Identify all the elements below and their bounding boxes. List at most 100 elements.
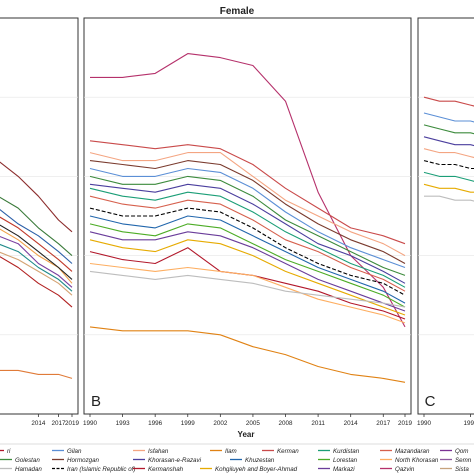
series-line <box>0 235 73 288</box>
legend-label: Kurdistan <box>333 448 360 455</box>
panel-frame <box>0 17 79 415</box>
legend-item: North Khorasan <box>380 457 439 464</box>
series-line <box>0 243 73 292</box>
legend-label: Hamadan <box>15 466 42 473</box>
series-group <box>0 161 73 379</box>
series-line-hamadan <box>89 270 406 308</box>
legend-label: Golestan <box>15 457 40 464</box>
legend-label: Qazvin <box>395 466 415 473</box>
legend-label: Sista <box>455 466 469 473</box>
series-line-kerman <box>89 140 406 245</box>
x-tick-label: 2019 <box>65 420 80 427</box>
series-line-qazvin <box>90 53 406 328</box>
series-line-mazandaran <box>89 195 406 292</box>
series-line <box>0 228 73 284</box>
x-tick-label: 1993 <box>116 420 131 427</box>
x-tick-label: 2014 <box>344 420 359 427</box>
series-line <box>0 256 73 308</box>
legend-item: Markazi <box>318 466 355 473</box>
legend: ri Gilan Isfahan Kurdistan Mazandaran Qom Gole… <box>0 443 474 473</box>
legend-item: Ilam <box>210 448 237 455</box>
series-line <box>0 216 73 272</box>
legend-item: Kerman <box>262 448 299 455</box>
series-line <box>423 124 474 135</box>
legend-item: Hormozgan <box>52 457 100 464</box>
panel-1: 2014 2017 2019 <box>0 17 80 427</box>
x-axis-label: Year <box>238 430 255 439</box>
legend-label: Kermanshah <box>148 466 184 473</box>
series-line <box>423 96 474 107</box>
legend-item: Gilan <box>52 448 82 455</box>
legend-label: Kohgiluyeh and Boyer-Ahmad <box>215 466 298 473</box>
series-line <box>0 369 73 379</box>
series-line <box>423 171 474 182</box>
legend-label: Hormozgan <box>67 457 100 464</box>
x-tick-label: 1996 <box>148 420 163 427</box>
legend-label: Markazi <box>333 466 355 473</box>
series-line-iran-islamic-republic-of- <box>89 207 406 296</box>
legend-label: Lorestan <box>333 457 358 464</box>
x-tick-label: 1990 <box>417 420 432 427</box>
series-line-hormozgan <box>89 160 406 264</box>
legend-label: ri <box>7 448 11 455</box>
series-line <box>0 224 73 280</box>
legend-label: Gilan <box>67 448 82 455</box>
legend-item: Hamadan <box>0 466 42 473</box>
x-tick-label: 1993 <box>463 420 474 427</box>
x-tick-label: 1999 <box>181 420 196 427</box>
legend-label: Ilam <box>225 448 237 455</box>
series-line <box>0 251 73 296</box>
x-tick-label: 2008 <box>279 420 294 427</box>
x-tick-label: 2017 <box>376 420 391 427</box>
legend-item: Iran (Islamic Republic of) <box>52 466 135 473</box>
legend-item: Sista <box>440 466 469 473</box>
legend-label: Kerman <box>277 448 299 455</box>
panels: 2014 2017 2019 1990 1993 1996 1999 2002 2005 2008… <box>0 17 474 427</box>
series-line <box>423 183 474 193</box>
panel-label: C <box>425 393 436 410</box>
series-line <box>423 136 474 147</box>
legend-item: Khorasan-e-Razavi <box>133 457 202 464</box>
series-line-kurdistan <box>89 187 406 288</box>
series-line-khuzestan <box>89 215 406 304</box>
x-tick-label: 2005 <box>246 420 261 427</box>
legend-label: Khorasan-e-Razavi <box>148 457 202 464</box>
series-line <box>0 196 73 257</box>
series-line-markazi <box>89 231 406 312</box>
legend-item: Mazandaran <box>380 448 430 455</box>
series-line-north-khorasan <box>89 262 406 324</box>
panel-2: 1990 1993 1996 1999 2002 2005 2008 2011 2014 2017… <box>83 17 413 427</box>
legend-item: Qazvin <box>380 466 415 473</box>
figure-title: Female <box>220 6 255 17</box>
series-line-isfahan <box>89 152 406 257</box>
series-line-golestan <box>89 175 406 276</box>
series-line-ilam <box>89 326 406 383</box>
x-tick-label: 1990 <box>83 420 98 427</box>
legend-label: Iran (Islamic Republic of) <box>67 466 135 473</box>
legend-item: Kurdistan <box>318 448 360 455</box>
legend-item: ri <box>0 448 11 455</box>
series-group <box>423 96 474 202</box>
x-tick-label: 2019 <box>398 420 413 427</box>
x-tick-label: 2002 <box>213 420 228 427</box>
legend-item: Kohgiluyeh and Boyer-Ahmad <box>200 466 298 473</box>
series-line-kohgiluyeh-and-boyer-ahmad <box>89 239 406 316</box>
legend-label: Khuzestan <box>245 457 275 464</box>
legend-item: Isfahan <box>133 448 169 455</box>
panel-3: 1990 1993 C <box>417 17 474 427</box>
panel-label: B <box>91 393 101 410</box>
legend-item: Qom <box>440 448 468 455</box>
legend-item: Khuzestan <box>230 457 275 464</box>
x-tick-label: 2017 <box>52 420 67 427</box>
panel-frame <box>417 17 474 415</box>
series-line-khorasan-e-razavi <box>89 183 406 284</box>
legend-item: Semn <box>440 457 472 464</box>
legend-label: Qom <box>455 448 468 455</box>
series-group <box>89 53 406 383</box>
legend-item: Golestan <box>0 457 40 464</box>
legend-label: Isfahan <box>148 448 169 455</box>
series-line <box>0 208 73 264</box>
legend-label: Semn <box>455 457 472 464</box>
legend-label: North Khorasan <box>395 457 439 464</box>
